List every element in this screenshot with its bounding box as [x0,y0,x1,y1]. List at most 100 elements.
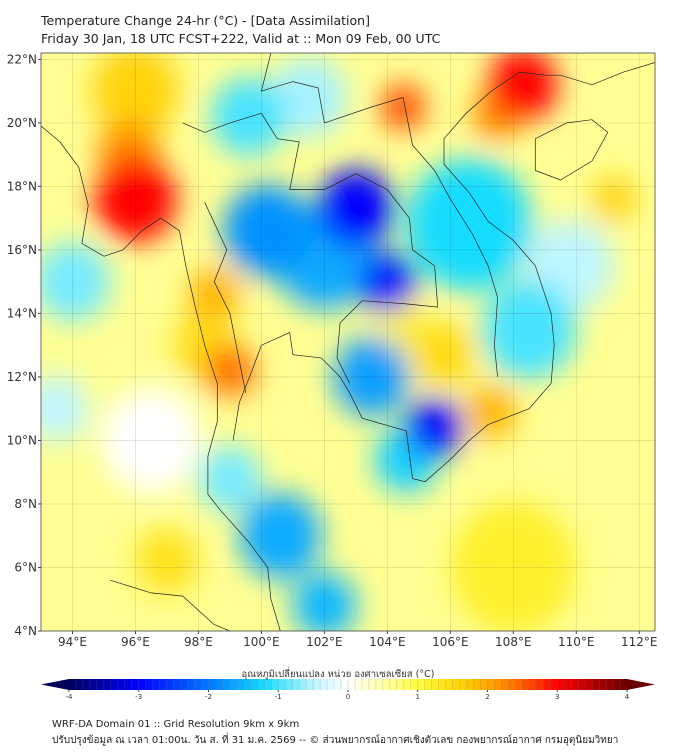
field-anomaly [100,387,202,494]
field-anomaly [412,321,476,388]
colorbar-tick-label: 0 [346,693,350,701]
footer-model-info: WRF-DA Domain 01 :: Grid Resolution 9km … [52,719,300,730]
colorbar-min-extend [41,679,69,690]
colorbar-segment [592,679,600,690]
colorbar-segment [292,679,300,690]
colorbar-segment [131,679,140,690]
colorbar-segment [243,679,251,690]
lon-tick-label: 98°E [184,635,213,649]
colorbar-segment [320,679,328,690]
colorbar-segment [389,679,398,690]
colorbar-segment [606,679,614,690]
colorbar-segment [361,679,370,690]
colorbar-tick-label: -4 [66,693,74,701]
colorbar-tick-label: 2 [485,693,489,701]
gridlines [41,53,655,631]
field-anomaly [270,57,347,138]
lat-tick-label: 14°N [7,306,37,320]
colorbar-segment [110,679,119,690]
colorbar-segment [550,679,558,690]
map-frame [40,52,656,632]
chart-subtitle: Friday 30 Jan, 18 UTC FCST+222, Valid at… [41,31,441,46]
colorbar-segment [410,679,419,690]
colorbar-segment [187,679,195,690]
temperature-change-map: 94°E 96°E 98°E 100°E 102°E 104°E 106°E 108°E 110… [7,52,658,701]
colorbar-segment [96,679,105,690]
colorbar-segment [341,679,349,690]
colorbar-segment [564,679,572,690]
colorbar-segment [278,679,286,690]
colorbar-tick-label: 1 [416,693,420,701]
colorbar-segment [222,679,230,690]
colorbar-label: อุณหภูมิเปลี่ยนแปลง หน่วย องศาเซลเซียส (… [241,669,435,680]
field-anomaly [450,501,577,631]
footer-credit: ปรับปรุงข้อมูล ณ เวลา 01:00น. วัน ส. ที่… [52,735,619,746]
colorbar-segment [194,679,202,690]
colorbar-tick-label: -3 [135,693,142,701]
field-anomaly [318,168,394,249]
lat-tick-label: 4°N [14,624,37,638]
colorbar-segment [348,679,356,690]
colorbar-segment [438,679,446,690]
colorbar-segment [145,679,153,690]
lon-tick-label: 106°E [432,635,469,649]
colorbar-segment [501,679,509,690]
field-anomaly [292,572,356,631]
colorbar-segment [368,679,377,690]
colorbar-segment [327,679,335,690]
colorbar-segment [508,679,516,690]
colorbar-segment [424,679,432,690]
field-anomaly [41,375,89,442]
colorbar-segment [334,679,342,690]
field-anomaly [41,241,111,322]
colorbar-segment [375,679,384,690]
colorbar-segment [599,679,607,690]
colorbar-segment [578,679,586,690]
lon-tick-label: 102°E [306,635,343,649]
colorbar-segment [180,679,188,690]
field-anomaly [239,492,322,579]
colorbar-segment [431,679,439,690]
field-anomaly [592,175,637,223]
colorbar-segment [354,679,363,690]
colorbar-tick-label: -1 [275,693,282,701]
field-anomaly [223,184,312,278]
colorbar-segment [620,679,628,690]
field-anomaly [406,158,533,291]
boundary-line [182,112,439,384]
colorbar-segment [417,679,426,690]
field-anomaly [381,83,426,131]
colorbar-segment [543,679,551,690]
colorbar-segment [250,679,258,690]
colorbar-segment [215,679,223,690]
field-anomaly [466,385,517,439]
colorbar-segment [585,679,593,690]
colorbar-segment [208,679,216,690]
colorbar-segment [306,679,314,690]
lat-tick-label: 6°N [14,560,37,574]
boundary-line [41,125,281,631]
field-anomaly [204,344,256,398]
field-anomaly [481,279,577,379]
colorbar-segment [536,679,544,690]
colorbar-segment [466,679,474,690]
colorbar-segment [75,679,84,690]
lon-tick-label: 100°E [243,635,280,649]
boundary-line [110,579,231,631]
lat-tick-label: 20°N [7,116,37,130]
colorbar-segment [299,679,307,690]
field-anomaly [333,337,410,417]
colorbar-segment [89,679,98,690]
field-anomaly [94,156,177,243]
colorbar-segment [396,679,405,690]
lat-tick-label: 10°N [7,433,37,447]
colorbar-segment [103,679,112,690]
lon-tick-label: 96°E [121,635,150,649]
colorbar-segment [264,679,272,690]
colorbar-segment [571,679,579,690]
colorbar-segment [271,679,279,690]
field-anomaly [91,53,180,138]
field-anomaly [135,528,199,595]
field-anomaly [211,76,287,157]
colorbar-max-extend [627,679,655,690]
